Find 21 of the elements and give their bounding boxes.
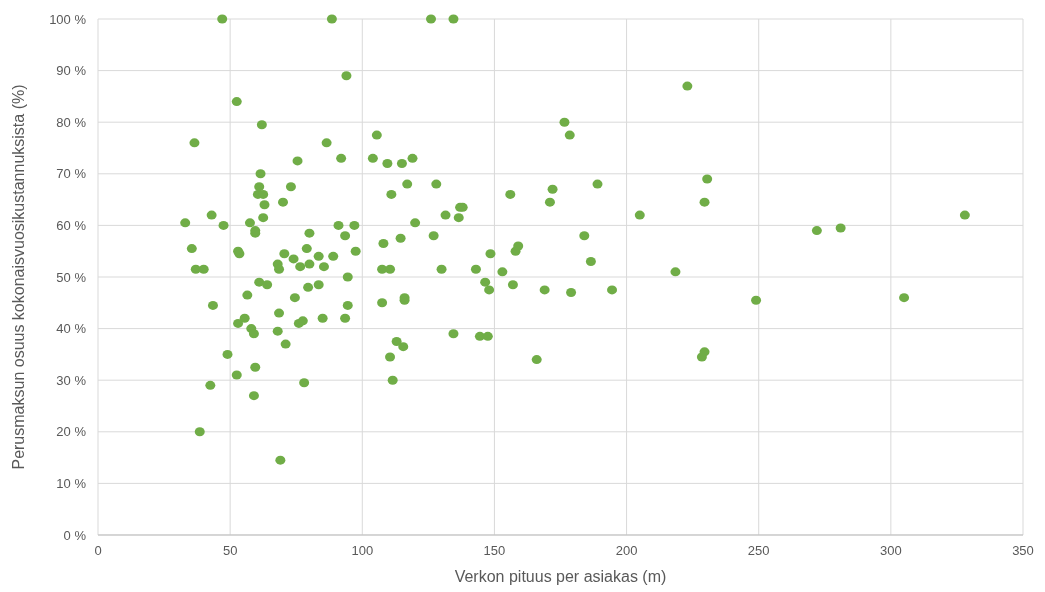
- y-tick-label: 50 %: [56, 269, 87, 285]
- x-tick-label: 350: [1012, 543, 1034, 558]
- y-tick-label: 0 %: [63, 527, 87, 543]
- y-tick-label: 80 %: [56, 114, 87, 130]
- x-tick-label: 0: [94, 543, 102, 558]
- x-tick-label: 50: [222, 543, 238, 558]
- y-tick-label: 30 %: [56, 372, 87, 388]
- y-tick-label: 40 %: [56, 321, 87, 337]
- y-tick-label: 20 %: [56, 424, 87, 440]
- y-tick-label: 70 %: [56, 166, 87, 182]
- y-tick-label: 90 %: [56, 63, 87, 79]
- y-tick-label: 10 %: [56, 475, 87, 491]
- x-tick-label: 100: [351, 543, 374, 558]
- y-tick-label: 100 %: [49, 11, 87, 27]
- x-tick-label: 300: [880, 543, 902, 558]
- y-tick-label: 60 %: [56, 217, 87, 233]
- x-tick-label: 200: [615, 543, 638, 558]
- x-axis-title: Verkon pituus per asiakas (m): [454, 568, 667, 585]
- x-tick-label: 250: [747, 543, 770, 558]
- y-axis-title: Perusmaksun osuus kokonaisvuosikustannuksista (%): [10, 84, 27, 470]
- x-tick-label: 150: [483, 543, 506, 558]
